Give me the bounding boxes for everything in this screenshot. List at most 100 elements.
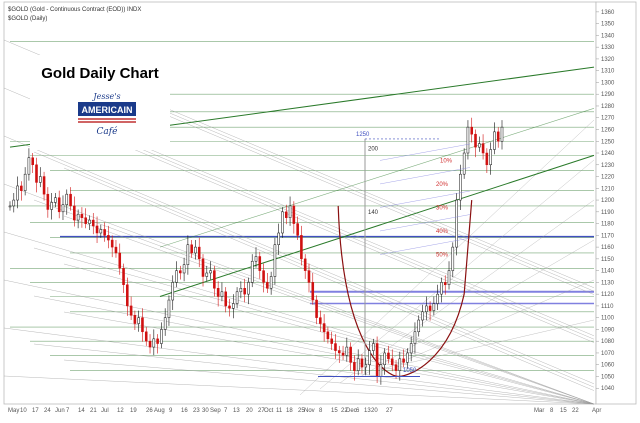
candle-body (281, 211, 284, 234)
x-tick-label: 22 (341, 408, 348, 414)
candle-body (46, 193, 50, 210)
x-tick-label: Nov (304, 408, 315, 414)
candle-body (258, 256, 262, 271)
candle-body (122, 268, 125, 285)
x-tick-label: 22 (572, 408, 579, 414)
fan-line (3, 327, 595, 405)
candle-body (493, 131, 496, 150)
candle-body (171, 282, 175, 301)
candle-body (103, 229, 106, 236)
candle-body (118, 252, 122, 269)
y-tick-label: 1240 (601, 151, 615, 157)
candle-body (334, 343, 337, 351)
candle-body (330, 338, 333, 344)
candle-body (375, 343, 379, 377)
candle-body (209, 270, 212, 274)
x-tick-label: Jun (55, 408, 65, 414)
y-tick-label: 1330 (601, 45, 615, 51)
candle-body (99, 229, 103, 234)
candle-body (394, 364, 398, 371)
fan-line (33, 199, 595, 405)
candle-body (451, 246, 455, 271)
y-tick-label: 1290 (601, 92, 615, 98)
candle-body (455, 199, 458, 248)
candle-body (73, 205, 76, 221)
retracement-line (379, 167, 471, 185)
y-tick-label: 1250 (601, 139, 615, 145)
x-tick-label: 17 (32, 408, 39, 414)
candle-body (186, 244, 190, 265)
x-axis-ticks: May 10 17 24 Jun 7 14 21 Jul 12 19 26 Aug 9 16 23 30 Sep 7… (8, 408, 601, 414)
candle-body (413, 331, 417, 344)
candle-body (485, 152, 489, 166)
y-tick-label: 1130 (601, 280, 615, 286)
candle-body (148, 340, 152, 348)
x-tick-label: Apr (592, 408, 601, 414)
y-tick-label: 1110 (601, 304, 614, 310)
x-tick-label: 7 (224, 408, 228, 414)
candle-body (409, 343, 413, 354)
x-tick-label: 30 (202, 408, 209, 414)
candle-body (440, 282, 443, 295)
candle-body (315, 299, 318, 318)
candle-body (152, 338, 156, 348)
x-tick-label: 27 (258, 408, 265, 414)
candle-body (341, 352, 345, 356)
candle-body (42, 176, 46, 195)
fan-line (3, 135, 595, 385)
candle-body (137, 317, 140, 324)
candle-body (235, 291, 239, 304)
candle-body (356, 358, 360, 371)
fan-line (3, 183, 595, 405)
candle-body (345, 346, 349, 356)
channel-lower-line (159, 154, 595, 297)
candle-body (76, 213, 80, 221)
x-tick-label: 8 (550, 408, 554, 414)
retracement-line (379, 143, 471, 161)
candle-body (459, 173, 462, 201)
fan-line (63, 167, 595, 391)
candle-body (91, 219, 95, 227)
candle-body (88, 219, 91, 224)
x-tick-label: Jul (101, 408, 109, 414)
candle-body (190, 244, 193, 254)
y-tick-label: 1320 (601, 57, 615, 63)
retracement-line (379, 214, 471, 232)
x-tick-label: 13 (233, 408, 240, 414)
candle-body (80, 213, 84, 218)
candles (8, 117, 504, 385)
candle-body (307, 270, 311, 283)
retracement-line (379, 190, 471, 208)
fan-lines (3, 39, 595, 405)
candle-body (428, 305, 432, 311)
candle-body (16, 185, 19, 201)
candle-body (197, 246, 201, 260)
label-140: 140 (368, 210, 379, 216)
y-tick-label: 1090 (601, 327, 615, 333)
x-tick-label: 15 (331, 408, 338, 414)
candle-body (232, 303, 235, 309)
candle-body (243, 288, 246, 295)
retracement-line (379, 237, 471, 255)
candle-body (133, 315, 137, 324)
x-tick-label: May (8, 408, 19, 414)
candle-body (254, 256, 258, 262)
candle-body (372, 343, 375, 351)
candle-body (383, 352, 386, 365)
candle-body (179, 270, 182, 274)
y-tick-label: 1170 (601, 233, 615, 239)
candle-body (84, 217, 87, 224)
candle-body (247, 282, 250, 295)
x-tick-label: 14 (78, 408, 85, 414)
candle-body (284, 211, 288, 218)
candle-body (288, 205, 292, 218)
candle-body (436, 293, 439, 304)
y-tick-label: 1160 (601, 245, 615, 251)
candle-body (163, 317, 167, 330)
retracement-label: 30% (436, 205, 449, 211)
y-tick-label: 1210 (601, 186, 615, 192)
candle-body (205, 272, 209, 277)
candle-body (319, 317, 322, 324)
